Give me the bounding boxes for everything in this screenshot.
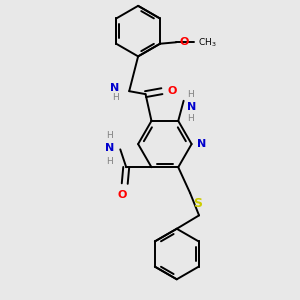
Text: N: N [197,139,206,149]
Text: H: H [106,157,113,166]
Text: O: O [117,190,127,200]
Text: N: N [187,102,196,112]
Text: S: S [193,197,202,210]
Text: CH$_3$: CH$_3$ [198,36,216,49]
Text: H: H [106,131,113,140]
Text: H: H [112,93,119,102]
Text: O: O [167,86,177,96]
Text: H: H [187,114,194,123]
Text: H: H [187,90,194,99]
Text: N: N [110,82,119,93]
Text: N: N [105,143,115,153]
Text: O: O [180,37,189,47]
